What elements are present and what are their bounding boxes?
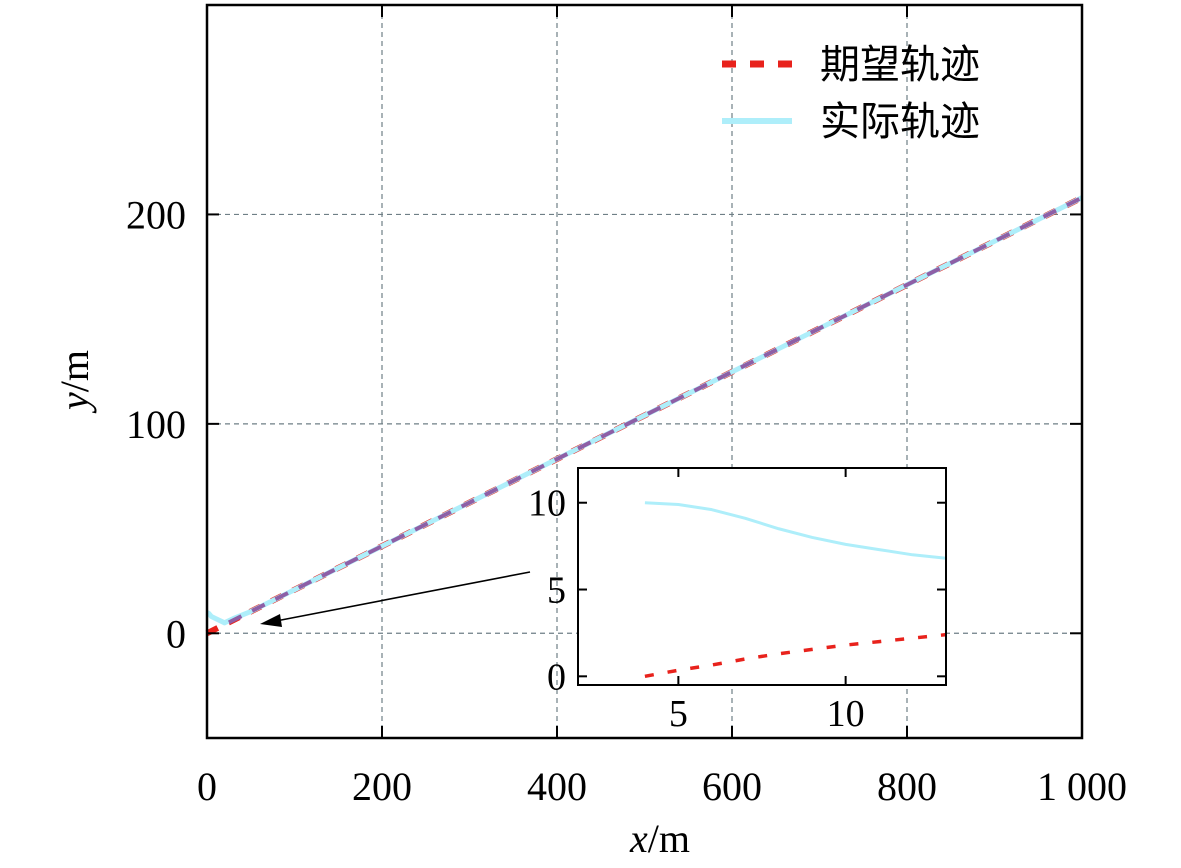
- legend-actual-label: 实际轨迹: [820, 99, 980, 145]
- main-plot-frame: [205, 3, 1084, 740]
- y-tick-label: 0: [166, 611, 186, 656]
- zoom-arrow-shaft: [275, 571, 531, 622]
- inset-series-desired-line: [644, 632, 947, 679]
- x-tick-label: 0: [197, 764, 217, 809]
- inset-series-actual-line: [644, 501, 947, 560]
- inset-x-tick-label: 5: [669, 693, 688, 735]
- legend-desired-label: 期望轨迹: [820, 42, 980, 88]
- inset-y-tick-label: 10: [528, 483, 566, 525]
- x-tick-label: 400: [527, 764, 587, 809]
- x-tick-label: 1 000: [1037, 764, 1127, 809]
- inset-chart: 5 10 0 5 10: [528, 467, 947, 735]
- series-overlap-line: [227, 195, 1083, 625]
- x-axis-label: x/m: [629, 816, 690, 861]
- inset-y-tick-label: 5: [547, 570, 566, 612]
- y-tick-label: 100: [126, 402, 186, 447]
- series-actual-line: [205, 195, 1084, 626]
- y-axis-label: y/m: [52, 350, 97, 414]
- inset-x-tick-label: 10: [827, 693, 865, 735]
- x-tick-label: 800: [877, 764, 937, 809]
- inset-ticks: 5 10 0 5 10: [528, 468, 946, 735]
- x-tick-label: 600: [702, 764, 762, 809]
- x-tick-label: 200: [352, 764, 412, 809]
- inset-y-tick-label: 0: [547, 656, 566, 698]
- inset-frame: [577, 467, 947, 686]
- inset-background: [578, 468, 946, 685]
- inset-series: [644, 501, 947, 679]
- zoom-arrow-head: [260, 614, 282, 627]
- legend: 期望轨迹 实际轨迹: [722, 42, 980, 145]
- main-series: [205, 194, 1084, 636]
- y-tick-label: 200: [126, 192, 186, 237]
